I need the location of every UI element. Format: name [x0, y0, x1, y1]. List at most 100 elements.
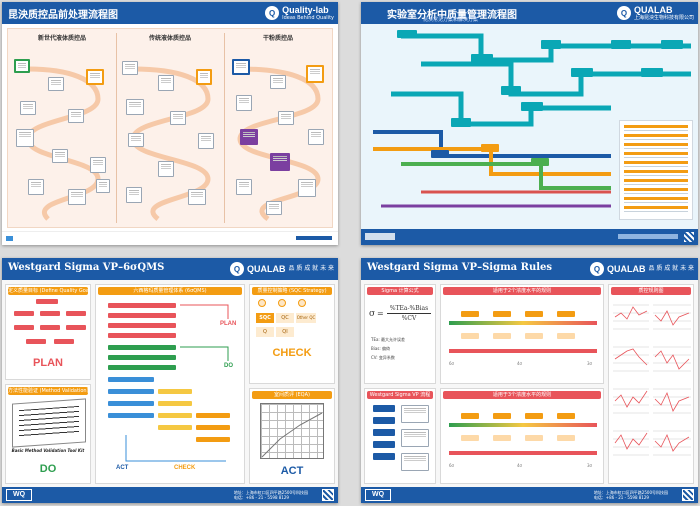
goal-node [66, 311, 86, 316]
formula-numerator: %TEa-%Bias [389, 305, 429, 312]
rule-tag [493, 333, 511, 339]
footer-address: 地址：上海市虹口区四平路2500号科技园 [593, 490, 668, 495]
legend-swatches [122, 236, 162, 241]
goal-node [40, 325, 60, 330]
qms-act-label: ACT [116, 465, 129, 471]
poster-lab-quality-management: 实验室分析中质量管理流程图 昆泱常见方案和解决方案 Q QUALAB 上海昆泱生… [361, 2, 698, 245]
poster4-logo-name: QUALAB [606, 264, 646, 274]
goal-node [36, 299, 58, 304]
section-title: 六西格玛质量管理体系 (6σQMS) [98, 287, 242, 295]
rule-tag [461, 435, 479, 441]
step-card [122, 61, 138, 75]
step-card [240, 129, 258, 145]
section-title: Sigma 计算公式 [367, 287, 433, 295]
section-sigma-formula: Sigma 计算公式 σ = %TEa-%Bias %CV TEa: 最大允许误… [364, 284, 436, 384]
poster-westgard-sigma-rules: Westgard Sigma VP–Sigma Rules Q QUALAB 品… [361, 258, 698, 503]
formula-equals: = [377, 309, 384, 318]
strategy-tile-qc: QC [276, 313, 294, 323]
rule-tag [557, 311, 575, 317]
eqa-curve [261, 412, 323, 458]
column-divider [224, 33, 225, 223]
axis-label-4sigma: 4σ [517, 361, 523, 366]
rule-tag [525, 311, 543, 317]
poster4-header: Westgard Sigma VP–Sigma Rules Q QUALAB 品… [361, 258, 698, 280]
step-card [196, 69, 212, 85]
step-card [198, 133, 214, 149]
section-qc-rule-charts: 质控规则图 [608, 284, 694, 484]
kit-title: Basic Method Validation Tool Kit [11, 448, 85, 453]
step-card [126, 187, 142, 203]
step-card [128, 133, 144, 147]
axis-label-4sigma: 4σ [517, 463, 523, 468]
goal-node [54, 339, 74, 344]
step-card [306, 65, 324, 83]
flow-node [451, 118, 471, 127]
rule-tag [557, 435, 575, 441]
legend-swatch [6, 236, 13, 241]
section-title: 质量控制策略 (SQC Strategy) [252, 287, 332, 295]
qms-check-label: CHECK [174, 465, 196, 471]
footer-phone: 电话：+86 - 21 - 5598 8129 [233, 495, 289, 500]
column-title-new-liquid: 新世代液体质控品 [37, 35, 86, 42]
face-icon [298, 299, 306, 307]
qms-step [196, 425, 230, 430]
westgard-qc-logo: WQ [365, 489, 391, 501]
step-card [270, 75, 286, 89]
step-card [16, 129, 34, 147]
qms-step [108, 389, 154, 394]
flow-node [501, 86, 521, 95]
poster3-title: Westgard Sigma VP–6σQMS [8, 262, 165, 273]
goal-node [40, 311, 60, 316]
section-title: 方法性能验证 (Method Validation) [8, 387, 88, 395]
poster3-logo-name: QUALAB [246, 264, 286, 274]
poster2-subtitle: 昆泱常见方案和解决方案 [423, 17, 479, 23]
step-card [236, 95, 252, 111]
poster1-logo: Q Quality-lab Ideas Behind Quality [265, 4, 334, 22]
step-card [90, 157, 106, 173]
rule-tag [493, 413, 511, 419]
qualab-logo-icon: Q [589, 262, 604, 276]
legend-company-label [296, 236, 332, 240]
section-define-goal: 定义质量目标 (Define Quality Goal) PLAN [5, 284, 91, 380]
legend-tea: TEa: 最大允许误差 [371, 337, 406, 342]
qr-code-icon [682, 489, 694, 501]
formula-denominator: %CV [401, 315, 417, 322]
qr-code-icon [684, 232, 694, 242]
qms-step [108, 303, 176, 308]
column-divider [116, 33, 117, 223]
strategy-tile-qi: QI [276, 327, 294, 337]
step-card [86, 69, 104, 85]
formula-sigma: σ [369, 309, 376, 319]
qms-step [108, 355, 176, 360]
qms-step [158, 413, 192, 418]
poster3-body: 定义质量目标 (Define Quality Goal) PLAN 方法性能验证… [2, 280, 338, 487]
column-title-dry-powder: 干粉质控品 [262, 35, 293, 42]
rule-tag [461, 413, 479, 419]
step-card [298, 179, 316, 197]
section-method-validation: 方法性能验证 (Method Validation) Basic Method … [5, 384, 91, 484]
poster1-body: 新世代液体质控品 传统液体质控品 干粉质控品 [7, 28, 333, 228]
face-icon [258, 299, 266, 307]
legend-bias: Bias: 偏倚 [371, 346, 391, 351]
qualab-logo-icon: Q [616, 6, 631, 20]
rule-tag [461, 333, 479, 339]
poster4-title: Westgard Sigma VP–Sigma Rules [367, 262, 552, 273]
step-card [270, 153, 290, 171]
rule-tag [461, 311, 479, 317]
footer-address: 地址：上海市虹口区四平路2500号科技园 [233, 490, 308, 495]
poster2-logo: Q QUALAB 上海昆泱生物科技有限公司 [616, 4, 694, 22]
step-card [48, 77, 64, 91]
step-card [20, 101, 36, 115]
poster3-header: Westgard Sigma VP–6σQMS Q QUALAB 品 质 成 就… [2, 258, 338, 280]
vp-step [373, 441, 395, 448]
qms-step [108, 413, 154, 418]
flow-legend-lines [624, 125, 688, 215]
qms-step [108, 377, 154, 382]
flow-legend-panel [619, 120, 693, 220]
section-eqa: 室间质评 (EQA) ACT [249, 388, 335, 484]
section-6sigma-qms: 六西格玛质量管理体系 (6σQMS) [95, 284, 245, 484]
qms-flow-arrows [125, 304, 229, 462]
qms-step [158, 425, 192, 430]
step-card [52, 149, 68, 163]
poster-qc-pretreatment: 昆泱质控品前处理流程图 Q Quality-lab Ideas Behind Q… [2, 2, 338, 245]
